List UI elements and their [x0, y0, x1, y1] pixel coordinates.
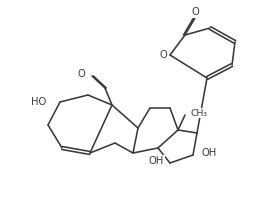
Text: O: O	[77, 69, 85, 79]
Text: CH₃: CH₃	[191, 109, 208, 118]
Text: O: O	[191, 7, 199, 17]
Text: O: O	[159, 50, 167, 60]
Text: OH: OH	[149, 156, 164, 166]
Text: HO: HO	[31, 97, 46, 107]
Text: OH: OH	[201, 148, 217, 158]
